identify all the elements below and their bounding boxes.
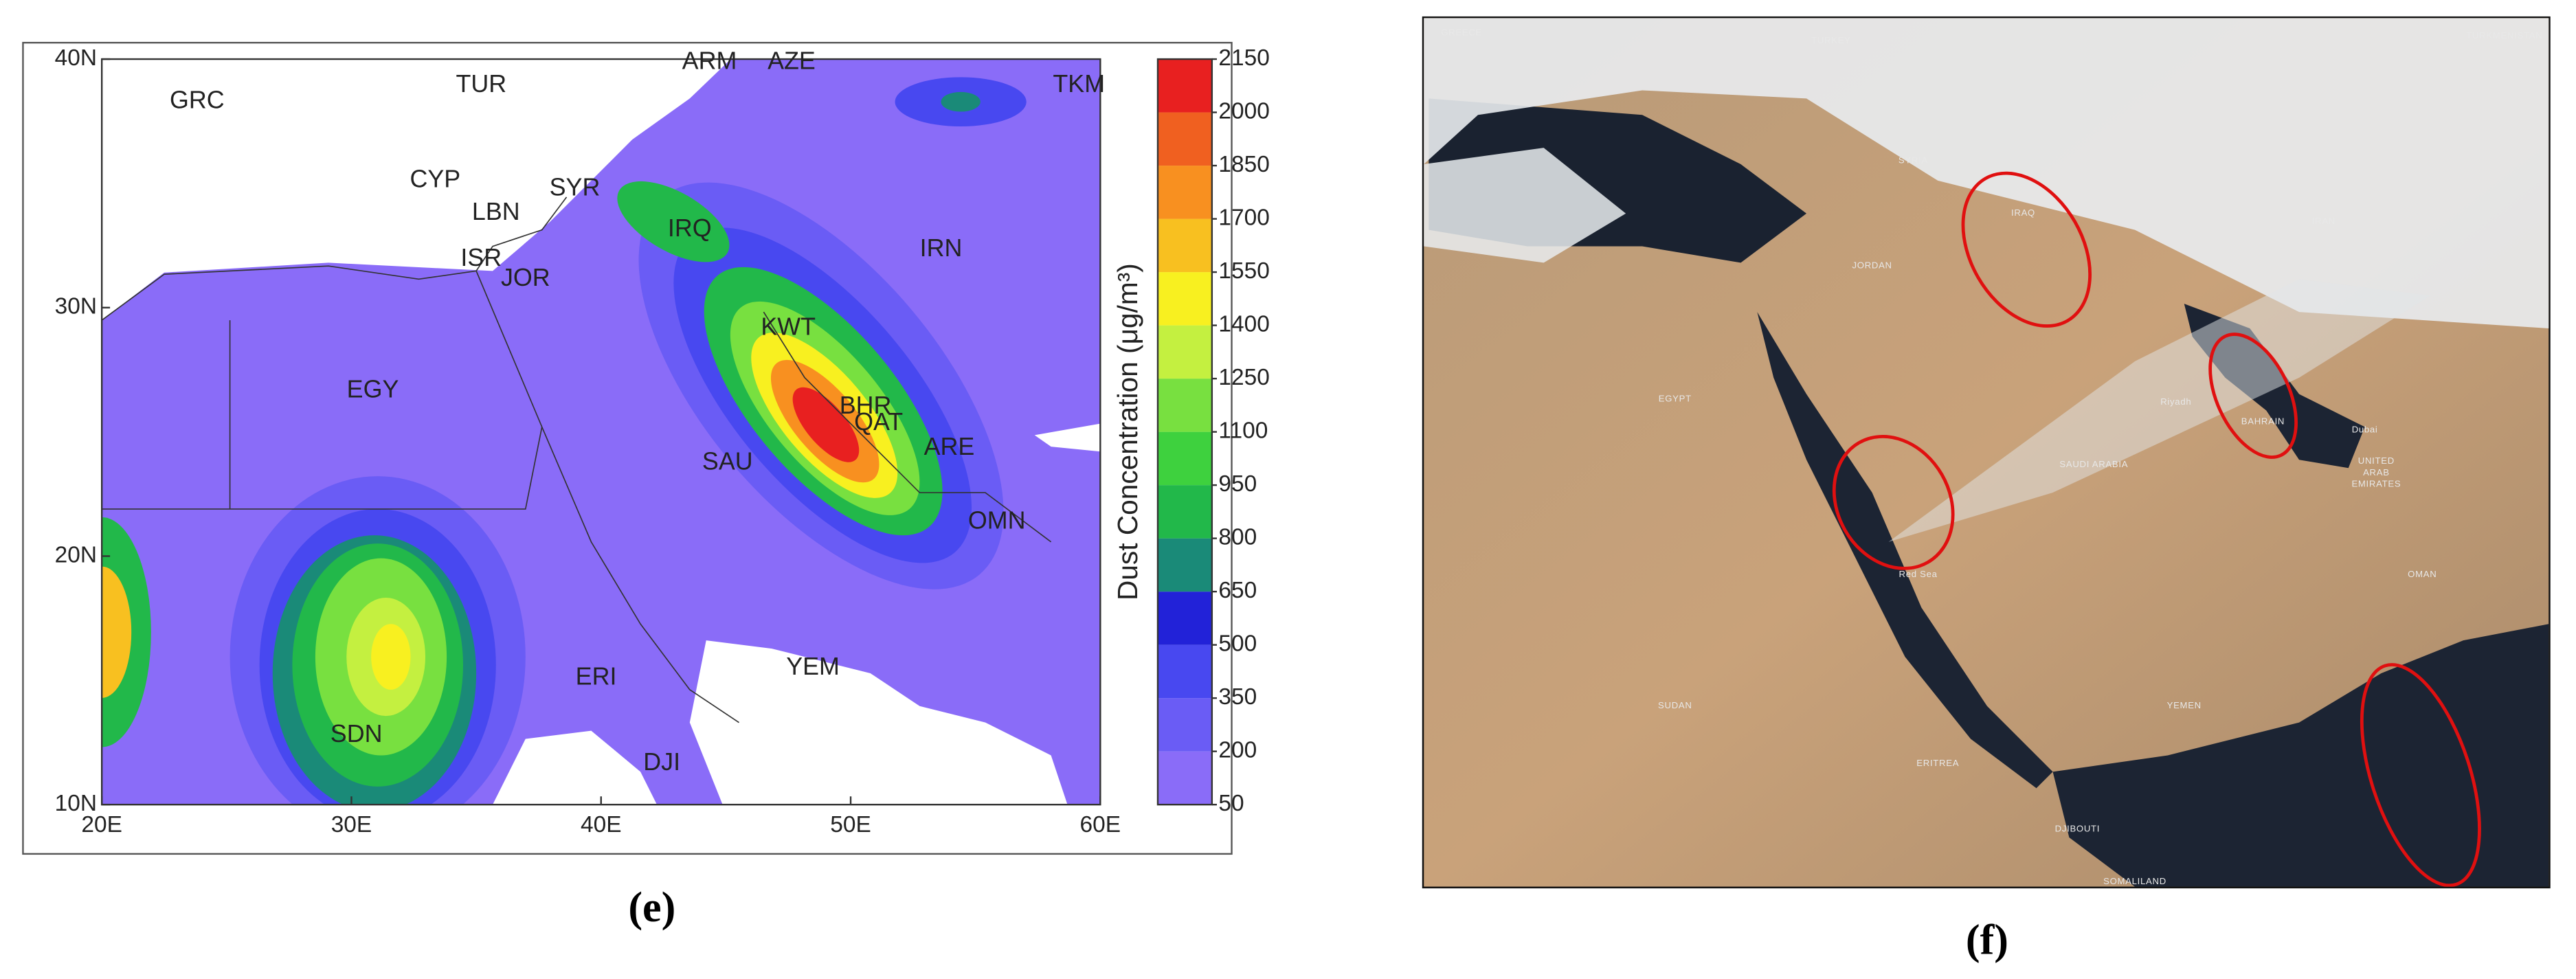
country-label: CYP xyxy=(410,165,461,192)
country-label: ARE xyxy=(924,433,975,460)
colorbar-tick-label: 950 xyxy=(1218,471,1257,497)
colorbar-tick-label: 1100 xyxy=(1218,418,1268,443)
x-tick-label: 60E xyxy=(1080,812,1121,837)
colorbar-tick-label: 1700 xyxy=(1218,205,1269,230)
place-label: BAHRAIN xyxy=(2241,416,2285,427)
country-label: BHR xyxy=(840,392,892,419)
country-label: ARM xyxy=(682,47,737,74)
colorbar-segment xyxy=(1157,272,1212,326)
x-tick-label: 40E xyxy=(581,812,622,837)
country-label: KWT xyxy=(761,313,816,340)
colorbar-segment xyxy=(1157,538,1212,592)
country-label: IRN xyxy=(920,234,963,262)
colorbar-tick-label: 2000 xyxy=(1218,98,1269,124)
place-label: SUDAN xyxy=(1658,700,1692,710)
y-tick-label: 10N xyxy=(55,791,97,816)
country-label: IRQ xyxy=(668,214,712,242)
country-label: TKM xyxy=(1053,70,1105,98)
place-label: UNITED xyxy=(2358,455,2395,466)
place-label: Red Sea xyxy=(1899,569,1938,579)
colorbar-tick-label: 800 xyxy=(1218,524,1257,550)
colorbar-segment xyxy=(1157,218,1212,273)
colorbar-tick-label: 1250 xyxy=(1218,365,1269,390)
colorbar-tick-label: 50 xyxy=(1218,791,1244,816)
colorbar-label: Dust Concentration (μg/m³) xyxy=(1112,263,1143,600)
y-tick-label: 20N xyxy=(55,542,97,567)
place-label: SAUDI ARABIA xyxy=(2059,459,2128,469)
country-label: EGY xyxy=(347,375,399,403)
place-label: Dubai xyxy=(2352,425,2378,435)
colorbar-segment xyxy=(1157,431,1212,486)
country-label: SYR xyxy=(550,173,601,201)
x-tick-label: 50E xyxy=(830,812,871,837)
colorbar-tick-label: 1400 xyxy=(1218,311,1269,337)
place-label: SYRIA xyxy=(1899,155,1928,166)
country-label: SDN xyxy=(331,720,383,747)
place-label: GREECE xyxy=(1441,27,1482,37)
colorbar-segment xyxy=(1157,485,1212,539)
colorbar-tick-label: 1550 xyxy=(1218,258,1269,284)
country-label: OMN xyxy=(968,507,1026,534)
country-label: YEM xyxy=(786,653,840,680)
place-label: TURKEY xyxy=(1811,35,1851,45)
x-tick-label: 20E xyxy=(81,812,122,837)
colorbar-tick-label: 2150 xyxy=(1218,45,1269,71)
colorbar-segment xyxy=(1157,698,1212,752)
place-label: EMIRATES xyxy=(2351,479,2401,489)
country-label: TUR xyxy=(456,70,506,98)
colorbar-tick-label: 200 xyxy=(1218,738,1257,763)
dust-map xyxy=(102,59,1101,805)
country-label: QAT xyxy=(854,408,903,436)
y-tick-label: 40N xyxy=(55,45,97,71)
country-label: DJI xyxy=(643,748,680,776)
place-label: DJIBOUTI xyxy=(2055,823,2101,833)
colorbar-segment xyxy=(1157,59,1212,113)
place-label: ERITREA xyxy=(1916,758,1959,768)
caption: (f) xyxy=(1966,917,2008,964)
caption: (e) xyxy=(628,884,675,931)
colorbar-segment xyxy=(1157,325,1212,379)
place-label: EGYPT xyxy=(1659,393,1692,403)
place-label: SOMALILAND xyxy=(2103,876,2166,886)
place-label: Riyadh xyxy=(2160,396,2191,407)
country-label: JOR xyxy=(501,264,550,291)
place-label: OMAN xyxy=(2408,569,2437,579)
place-label: IRAQ xyxy=(2011,207,2035,218)
country-label: SAU xyxy=(702,447,753,475)
place-label: TURKMENISTAN xyxy=(2466,30,2542,41)
place-label: ARAB xyxy=(2363,467,2390,477)
x-tick-label: 30E xyxy=(331,812,372,837)
place-label: YEMEN xyxy=(2167,700,2202,710)
country-label: ISR xyxy=(460,244,502,271)
colorbar-tick-label: 350 xyxy=(1218,684,1257,710)
colorbar-segment xyxy=(1157,644,1212,699)
colorbar-segment xyxy=(1157,112,1212,166)
country-label: GRC xyxy=(170,87,225,114)
colorbar-segment xyxy=(1157,751,1212,805)
colorbar-segment xyxy=(1157,379,1212,432)
country-label: LBN xyxy=(472,198,520,225)
colorbar-segment xyxy=(1157,592,1212,645)
country-label: ERI xyxy=(576,663,617,690)
country-label: AZE xyxy=(768,47,816,74)
colorbar-tick-label: 650 xyxy=(1218,578,1257,603)
colorbar-tick-label: 1850 xyxy=(1218,152,1269,177)
place-label: JORDAN xyxy=(1852,260,1892,271)
satellite-image xyxy=(1424,18,2549,887)
colorbar-segment xyxy=(1157,166,1212,219)
colorbar-tick-label: 500 xyxy=(1218,631,1257,656)
place-label: IRAN xyxy=(2312,216,2336,226)
y-tick-label: 30N xyxy=(55,294,97,319)
